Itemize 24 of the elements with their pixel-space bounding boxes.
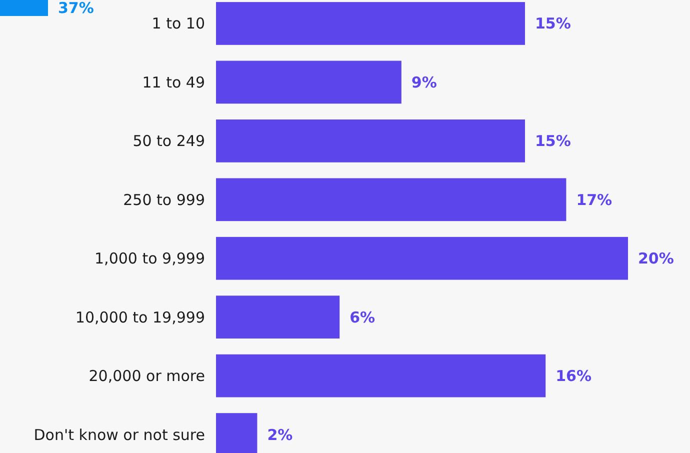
bar bbox=[216, 354, 546, 398]
data-label: 15% bbox=[535, 14, 571, 33]
data-label: 17% bbox=[576, 190, 612, 209]
y-tick-label: 50 to 249 bbox=[132, 132, 205, 150]
y-tick-label: 1 to 10 bbox=[152, 14, 205, 33]
data-label: 6% bbox=[350, 308, 376, 326]
bar bbox=[216, 119, 525, 162]
bar bbox=[216, 60, 402, 104]
data-label: 2% bbox=[267, 426, 293, 444]
y-tick-label: Don't know or not sure bbox=[34, 426, 205, 444]
data-label: 9% bbox=[411, 73, 437, 92]
text: 37% bbox=[58, 0, 94, 17]
bar bbox=[216, 296, 340, 339]
data-label: 16% bbox=[556, 367, 592, 386]
bar bbox=[216, 236, 628, 280]
y-tick-label: 11 to 49 bbox=[142, 73, 205, 92]
y-tick-label: 10,000 to 19,999 bbox=[75, 308, 205, 326]
y-tick-label: 250 to 999 bbox=[123, 190, 205, 209]
y-tick-label: 20,000 or more bbox=[88, 367, 205, 386]
y-tick-label: 1,000 to 9,999 bbox=[94, 250, 205, 268]
bar bbox=[216, 178, 566, 222]
data-label: 15% bbox=[535, 132, 571, 150]
bar bbox=[216, 2, 525, 45]
data-label: 20% bbox=[638, 250, 674, 268]
